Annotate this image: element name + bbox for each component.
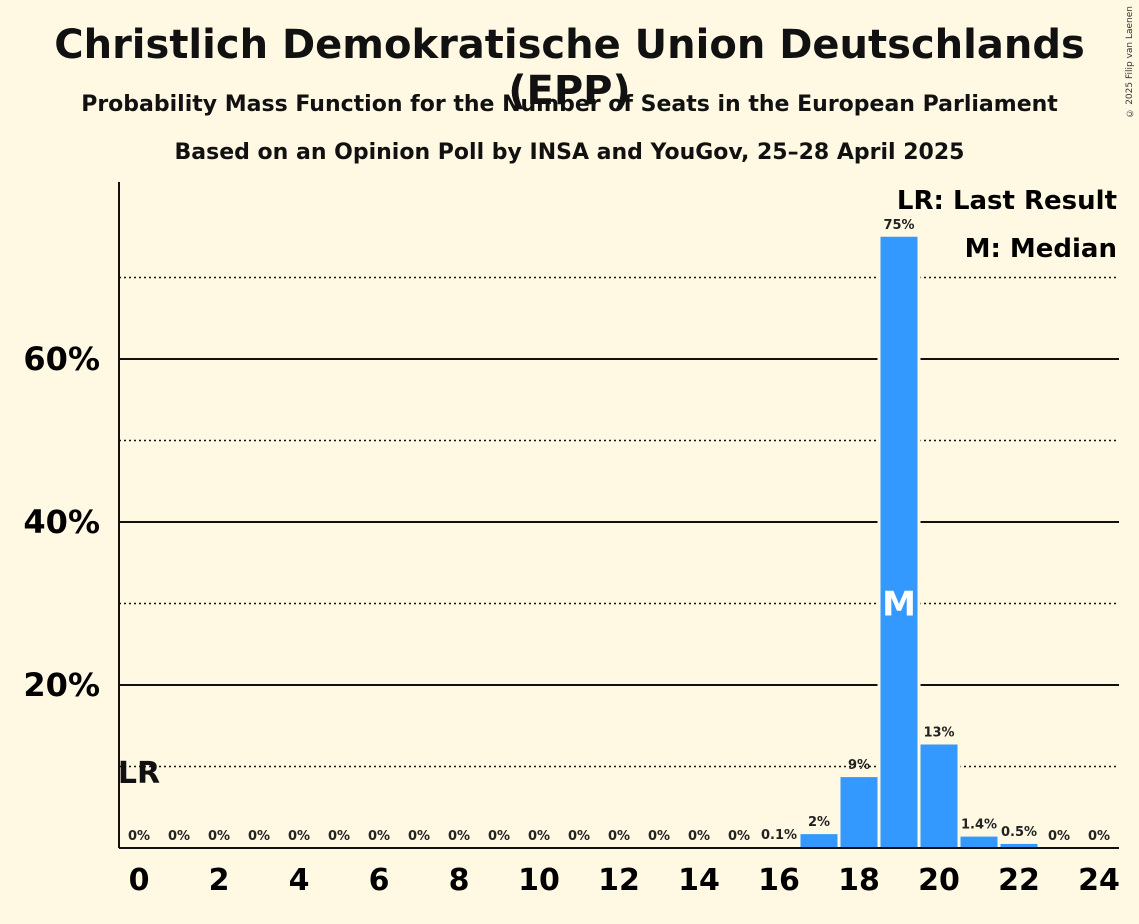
y-tick-label: 40% [23, 503, 100, 541]
chart-source-line: Based on an Opinion Poll by INSA and You… [174, 140, 965, 165]
bar-label-seat-5: 0% [328, 829, 350, 844]
bar-label-seat-9: 0% [488, 829, 510, 844]
bar-label-seat-14: 0% [688, 829, 710, 844]
median-marker: M [882, 585, 916, 625]
bar-label-seat-23: 0% [1048, 829, 1070, 844]
x-tick-label: 8 [449, 863, 470, 898]
bar-label-seat-18: 9% [848, 758, 870, 773]
chart-subtitle: Probability Mass Function for the Number… [81, 92, 1058, 117]
bar-label-seat-2: 0% [208, 829, 230, 844]
x-tick-label: 20 [918, 863, 960, 898]
x-tick-label: 18 [838, 863, 880, 898]
bar-seat-20 [920, 744, 958, 848]
bar-label-seat-22: 0.5% [1001, 825, 1037, 840]
bar-label-seat-21: 1.4% [961, 818, 997, 833]
bar-seat-21 [960, 836, 998, 848]
bar-labels: 0% 0% 0% 0% 0% 0% 0% 0% 0% 0% 0% 0% 0% 0% 0% 0% 0.1% 2% 9%… [118, 218, 1110, 844]
bar-label-seat-15: 0% [728, 829, 750, 844]
x-tick-label: 22 [998, 863, 1040, 898]
gridlines [119, 276, 1119, 768]
bar-label-seat-7: 0% [408, 829, 430, 844]
bar-seat-18 [840, 777, 878, 848]
bar-label-seat-6: 0% [368, 829, 390, 844]
x-tick-label: 2 [209, 863, 230, 898]
x-tick-label: 24 [1078, 863, 1120, 898]
bar-label-seat-1: 0% [168, 829, 190, 844]
chart-title: Christlich Demokratische Union Deutschla… [54, 22, 1085, 114]
x-tick-label: 16 [758, 863, 800, 898]
legend-median: M: Median [965, 234, 1117, 264]
x-tick-label: 6 [369, 863, 390, 898]
tick-labels: 20%40%60%0 2 4 6 8 10 12 14 16 18 20 22 24 [23, 340, 1119, 898]
bar-label-seat-20: 13% [923, 725, 954, 740]
bar-label-seat-19: 75% [883, 218, 914, 233]
bar-label-seat-10: 0% [528, 829, 550, 844]
y-tick-label: 60% [23, 340, 100, 378]
bar-seat-19 [880, 236, 918, 848]
bar-gap [757, 844, 801, 848]
bar-label-seat-13: 0% [648, 829, 670, 844]
x-tick-label: 4 [289, 863, 310, 898]
axes [118, 182, 1119, 849]
x-tick-label: 0 [129, 863, 150, 898]
bar-label-seat-4: 0% [288, 829, 310, 844]
bar-seat-22 [1000, 843, 1038, 848]
legend-last-result: LR: Last Result [897, 186, 1117, 216]
bar-label-seat-24: 0% [1088, 829, 1110, 844]
bar-label-seat-12: 0% [608, 829, 630, 844]
bar-label-seat-0: 0% [128, 829, 150, 844]
legend: LR: Last Result M: Median [897, 186, 1117, 264]
bar-label-seat-8: 0% [448, 829, 470, 844]
bar-seat-17 [800, 834, 838, 848]
bar-label-seat-3: 0% [248, 829, 270, 844]
x-tick-label: 10 [518, 863, 560, 898]
bar-label-seat-11: 0% [568, 829, 590, 844]
bar-label-seat-17: 2% [808, 815, 830, 830]
x-tick-label: 12 [598, 863, 640, 898]
y-tick-label: 20% [23, 666, 100, 704]
bar-label-seat-16: 0.1% [761, 828, 797, 843]
x-tick-label: 14 [678, 863, 720, 898]
last-result-marker: LR [118, 756, 160, 791]
bars [757, 233, 1041, 848]
